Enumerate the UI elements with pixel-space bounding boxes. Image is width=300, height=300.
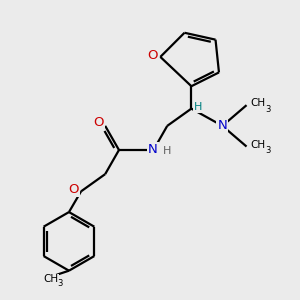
Text: CH: CH [250,140,265,150]
Text: H: H [163,146,171,156]
Text: H: H [194,102,202,112]
Text: 3: 3 [265,105,271,114]
Text: 3: 3 [265,146,271,155]
Text: O: O [94,116,104,129]
Text: O: O [68,183,79,196]
Text: 3: 3 [58,279,63,288]
Text: N: N [218,119,227,132]
Text: CH: CH [250,98,265,108]
Text: O: O [148,49,158,62]
Text: CH: CH [43,274,58,284]
Text: N: N [148,143,158,156]
